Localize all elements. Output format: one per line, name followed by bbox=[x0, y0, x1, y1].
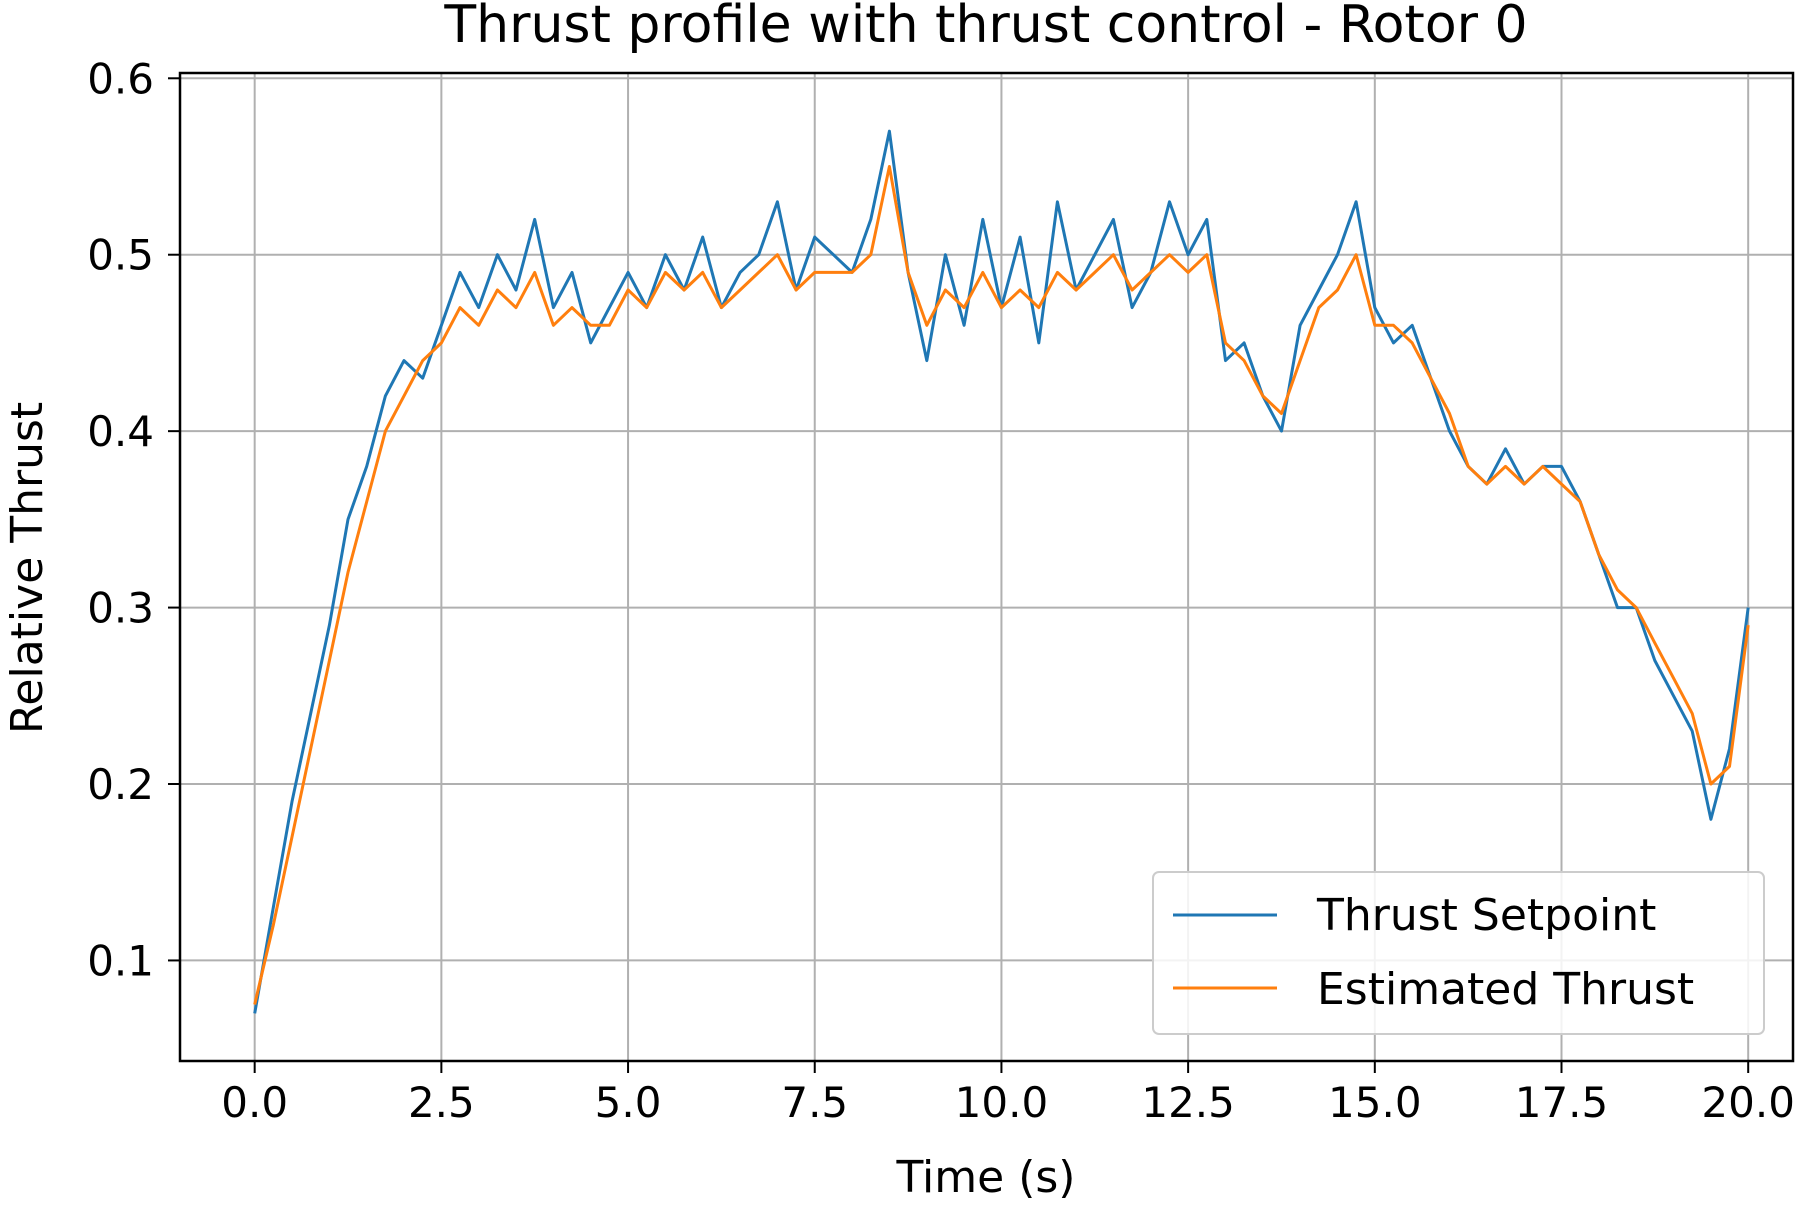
x-tick-label: 15.0 bbox=[1328, 1078, 1422, 1127]
y-tick-label: 0.6 bbox=[87, 54, 154, 103]
x-axis-label: Time (s) bbox=[896, 1152, 1076, 1200]
plot-frame bbox=[178, 71, 1795, 1063]
x-tick-label: 20.0 bbox=[1701, 1078, 1795, 1127]
axes: 0.0 2.5 5.0 7.5 10.0 12.5 15.0 17.5 20.0 0.1 0.2 0.… bbox=[87, 54, 1795, 1127]
y-tick-label: 0.4 bbox=[87, 407, 154, 456]
y-tick-label: 0.3 bbox=[87, 584, 154, 633]
x-tick-label: 2.5 bbox=[408, 1078, 475, 1127]
y-axis-label: Relative Thrust bbox=[2, 402, 53, 734]
x-tick-label: 0.0 bbox=[221, 1078, 288, 1127]
legend: Thrust Setpoint Estimated Thrust bbox=[1152, 871, 1765, 1035]
y-tick-label: 0.2 bbox=[87, 760, 154, 809]
chart-title: Thrust profile with thrust control - Rot… bbox=[443, 0, 1527, 55]
x-tick-label: 5.0 bbox=[595, 1078, 662, 1127]
x-tick-label: 17.5 bbox=[1515, 1078, 1609, 1127]
legend-label-estimated: Estimated Thrust bbox=[1317, 964, 1694, 1015]
y-tick-label: 0.5 bbox=[87, 231, 154, 280]
y-tick-label: 0.1 bbox=[87, 936, 154, 985]
legend-label-setpoint: Thrust Setpoint bbox=[1316, 890, 1656, 941]
legend-box bbox=[1152, 871, 1765, 1035]
x-tick-label: 12.5 bbox=[1141, 1078, 1235, 1127]
series-line-estimated-thrust bbox=[253, 165, 1750, 1005]
series bbox=[253, 129, 1750, 1014]
x-tick-label: 10.0 bbox=[955, 1078, 1049, 1127]
x-tick-label: 7.5 bbox=[781, 1078, 848, 1127]
